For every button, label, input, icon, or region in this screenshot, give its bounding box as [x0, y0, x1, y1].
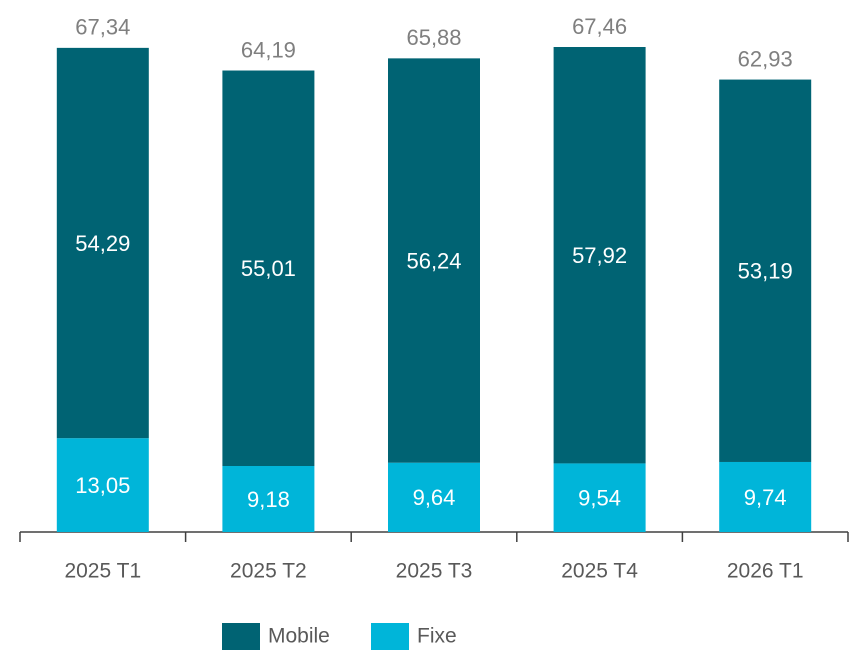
x-tick-label: 2025 T4 — [561, 560, 638, 583]
data-label: 9,18 — [247, 487, 290, 512]
bar-segment — [56, 438, 149, 532]
total-label: 65,88 — [406, 25, 461, 50]
data-label: 54,29 — [75, 231, 130, 256]
data-label: 55,01 — [241, 256, 296, 281]
x-tick-label: 2025 T1 — [64, 560, 141, 583]
bar-segment — [553, 47, 646, 464]
data-label: 9,54 — [578, 486, 621, 511]
data-label: 9,64 — [413, 485, 456, 510]
data-label: 57,92 — [572, 243, 627, 268]
total-label: 62,93 — [738, 46, 793, 71]
legend-label: Mobile — [268, 625, 330, 648]
bar-segment — [719, 79, 812, 462]
total-label: 67,46 — [572, 14, 627, 39]
total-label: 67,34 — [75, 15, 130, 40]
data-label: 53,19 — [738, 259, 793, 284]
total-label: 64,19 — [241, 37, 296, 62]
bar-segment — [222, 70, 315, 467]
legend-swatch — [371, 623, 409, 650]
bar-segment — [719, 461, 812, 532]
data-label: 9,74 — [744, 485, 787, 510]
bar-segment — [388, 462, 480, 532]
legend-swatch — [222, 623, 260, 650]
bar-segment — [56, 47, 149, 439]
bar-segment — [388, 58, 480, 463]
data-label: 56,24 — [406, 248, 461, 273]
bar-segment — [222, 466, 315, 532]
bar-segment — [553, 463, 646, 532]
x-tick-label: 2026 T1 — [727, 560, 804, 583]
data-label: 13,05 — [75, 473, 130, 498]
x-tick-label: 2025 T3 — [396, 560, 473, 583]
x-tick-label: 2025 T2 — [230, 560, 307, 583]
legend-label: Fixe — [417, 625, 457, 648]
